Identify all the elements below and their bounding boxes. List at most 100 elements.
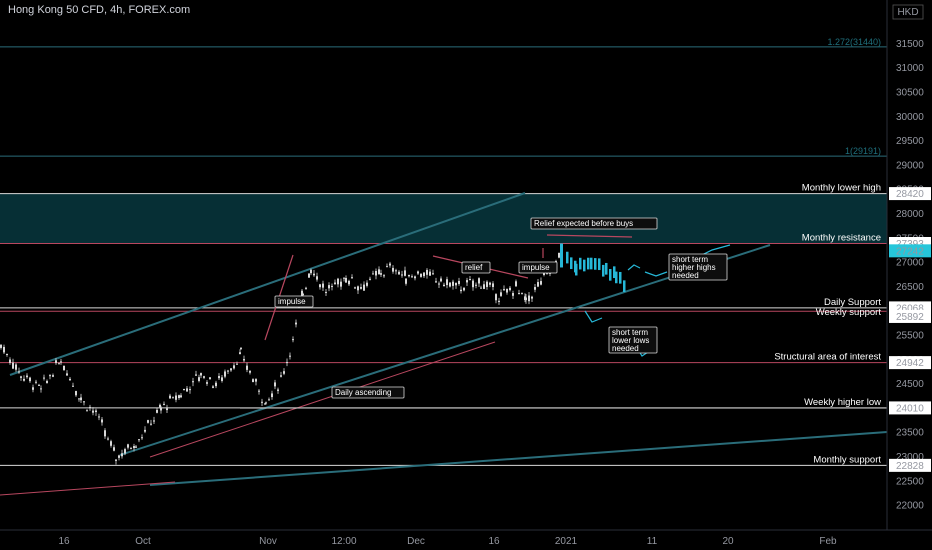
candle-body xyxy=(32,387,34,390)
candle-body xyxy=(121,453,123,457)
candle-body xyxy=(183,389,185,391)
time-axis[interactable] xyxy=(0,530,887,550)
price-axis[interactable] xyxy=(887,0,932,550)
candle-body xyxy=(449,282,451,287)
annotation-box xyxy=(274,295,314,308)
candle-body xyxy=(150,423,152,425)
annotation-label: higher highs xyxy=(672,263,716,272)
candle-body xyxy=(206,382,208,384)
candle-body xyxy=(274,382,276,387)
projection-bar xyxy=(566,251,569,264)
long-trend-pink xyxy=(0,481,176,496)
candle-body xyxy=(243,359,245,361)
candle-body xyxy=(138,439,140,441)
candle-body xyxy=(452,281,454,286)
projection-bar xyxy=(623,280,626,293)
price-badge-label: 27242 xyxy=(896,246,924,257)
candle-body xyxy=(478,278,480,284)
candle-body xyxy=(86,410,88,412)
x-tick-label: 12:00 xyxy=(331,536,356,547)
candle-body xyxy=(426,269,428,275)
candle-body xyxy=(366,282,368,286)
candle-body xyxy=(233,365,235,369)
candle-body xyxy=(408,274,410,277)
candle-body xyxy=(0,344,2,348)
candle-body xyxy=(104,430,106,437)
candle-body xyxy=(23,378,25,381)
candle-body xyxy=(175,395,177,400)
candle-body xyxy=(328,285,330,289)
candle-body xyxy=(495,294,497,301)
annotation-label: Relief expected before buys xyxy=(534,219,633,228)
annotation-box xyxy=(668,253,728,281)
x-tick-label: 20 xyxy=(722,536,734,547)
candle-body xyxy=(130,448,132,450)
y-tick-label: 30500 xyxy=(896,88,924,99)
level-label: Monthly lower high xyxy=(802,183,881,194)
candle-body xyxy=(558,252,560,258)
candle-body xyxy=(20,376,22,378)
projection-arrow xyxy=(627,264,641,271)
x-tick-label: 16 xyxy=(488,536,500,547)
annotation-box xyxy=(608,326,658,354)
candle-body xyxy=(525,297,527,301)
candle-body xyxy=(337,278,339,285)
candle-body xyxy=(66,373,68,376)
symbol-title: Hong Kong 50 CFD, 4h, FOREX.com xyxy=(8,4,191,16)
candle-body xyxy=(212,386,214,388)
candle-body xyxy=(277,389,279,391)
candle-body xyxy=(209,377,211,380)
candle-body xyxy=(144,429,146,432)
candle-body xyxy=(401,274,403,276)
candle-body xyxy=(236,363,238,365)
candle-body xyxy=(135,446,137,448)
y-tick-label: 30000 xyxy=(896,112,924,123)
candle-body xyxy=(163,403,165,405)
candle-body xyxy=(343,277,345,279)
annotation-label: short term xyxy=(672,255,708,264)
candle-body xyxy=(261,401,263,403)
candle-body xyxy=(463,287,465,291)
resistance-zone xyxy=(0,193,887,244)
candle-body xyxy=(537,282,539,287)
level-label: Weekly support xyxy=(816,307,882,318)
y-tick-label: 24500 xyxy=(896,379,924,390)
currency-box xyxy=(892,4,924,20)
projection-arrow xyxy=(644,271,668,277)
annotation-label: impulse xyxy=(522,263,550,272)
candle-body xyxy=(313,273,315,276)
candle-body xyxy=(153,420,155,422)
candle-body xyxy=(518,293,520,295)
candle-body xyxy=(89,406,91,408)
candle-body xyxy=(221,377,223,381)
x-tick-label: 2021 xyxy=(555,536,578,547)
candle-body xyxy=(265,402,267,404)
candle-body xyxy=(334,282,336,284)
y-tick-label: 27000 xyxy=(896,258,924,269)
candle-body xyxy=(322,283,324,288)
candle-body xyxy=(295,322,297,325)
candle-body xyxy=(380,273,382,275)
projection-bar xyxy=(609,268,612,281)
candle-body xyxy=(156,409,158,413)
candle-body xyxy=(258,390,260,392)
candle-body xyxy=(289,355,291,357)
candle-body xyxy=(224,371,226,377)
price-badge xyxy=(889,356,931,370)
candle-body xyxy=(378,269,380,275)
candle-body xyxy=(115,459,117,461)
candle-body xyxy=(435,281,437,283)
candle-body xyxy=(432,273,434,275)
candle-body xyxy=(35,381,37,383)
candle-body xyxy=(195,374,197,376)
candle-body xyxy=(271,393,273,398)
price-badge xyxy=(889,401,931,415)
candle-body xyxy=(113,447,115,451)
currency-label: HKD xyxy=(897,7,918,18)
candle-body xyxy=(354,287,356,289)
candle-body xyxy=(98,416,100,418)
price-badge xyxy=(889,187,931,201)
y-tick-label: 25500 xyxy=(896,331,924,342)
